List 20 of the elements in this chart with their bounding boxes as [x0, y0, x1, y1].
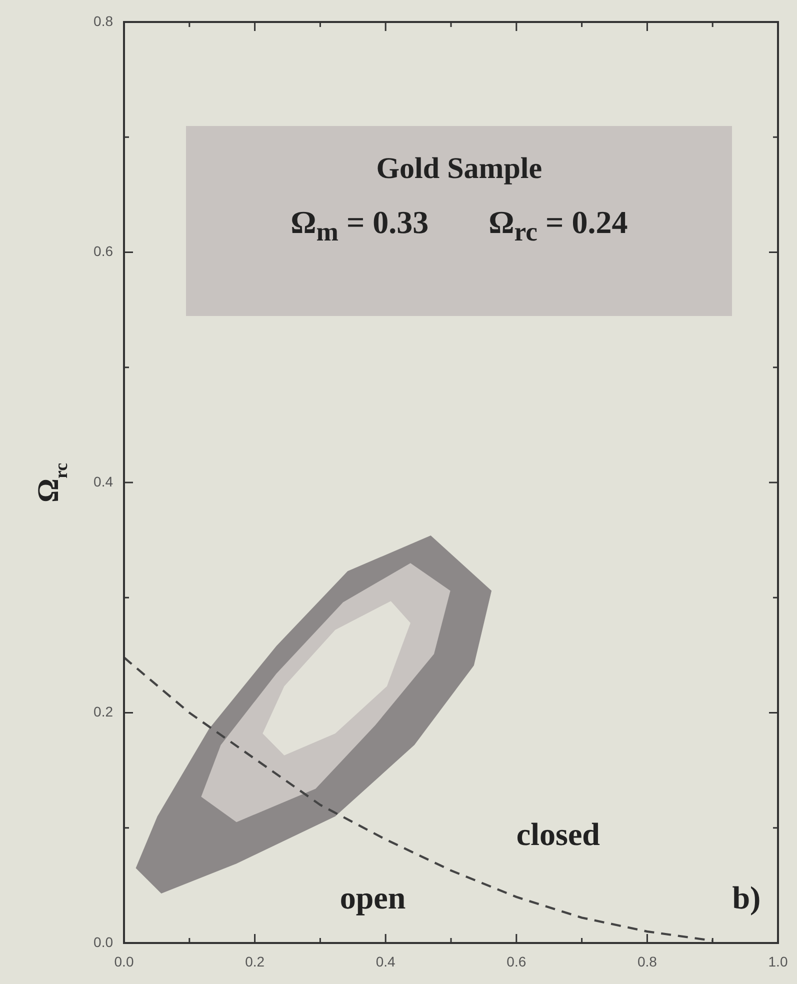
y-tick-label: 0.0 — [94, 934, 114, 950]
y-tick-label: 0.6 — [94, 243, 114, 260]
x-tick-label: 0.2 — [245, 953, 265, 970]
x-tick-label: 0.6 — [506, 953, 526, 970]
annotation: Gold Sample — [375, 152, 544, 186]
annotation: open — [340, 879, 406, 916]
annotation: Ω$_{rc}$ = 0.24 — [488, 204, 628, 247]
y-axis-title: Ωrc — [32, 462, 71, 502]
x-tick-label: 0.8 — [637, 953, 658, 970]
line-series — [124, 656, 714, 942]
x-tick-label: 0.0 — [114, 953, 134, 970]
label-panel: Gold Sample Ω$_{m}$ = 0.33 Ω$_{rc}$ = 0.24 — [186, 126, 732, 316]
y-tick-label: 0.2 — [94, 704, 114, 720]
annotation: Ω$_{m}$ = 0.33 — [290, 204, 429, 247]
y-tick-label: 0.8 — [94, 12, 114, 29]
x-tick-label: 0.4 — [376, 953, 396, 970]
y-tick-label: 0.4 — [94, 473, 114, 490]
x-tick-label: 1.0 — [768, 953, 788, 970]
annotation: b) — [732, 879, 761, 916]
annotation: closed — [516, 816, 600, 852]
